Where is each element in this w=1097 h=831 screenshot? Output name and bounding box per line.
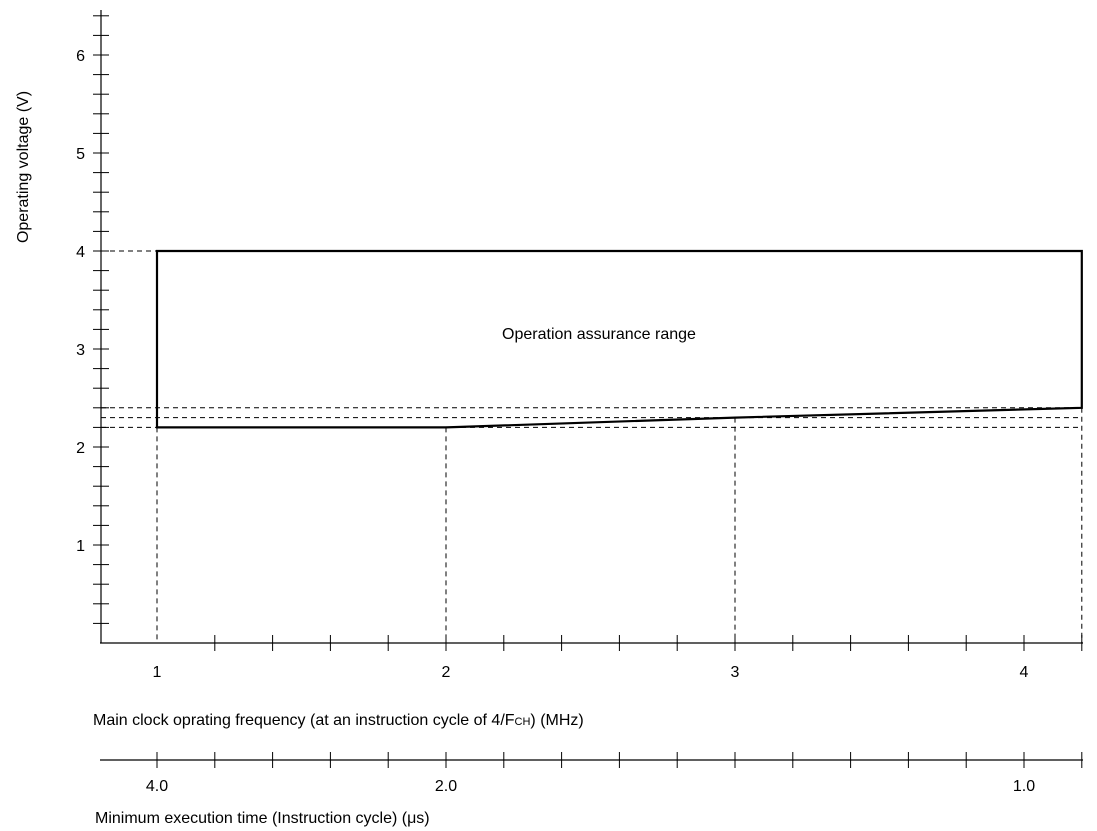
x2-axis: 4.0 2.0 1.0 xyxy=(100,752,1083,795)
y-axis: 1 2 3 4 5 6 xyxy=(76,10,109,643)
operation-assurance-region xyxy=(155,249,1083,429)
x-tick-label: 3 xyxy=(731,664,740,681)
x2-tick-label: 2.0 xyxy=(435,778,457,795)
x-axis-label-suffix: ) (MHz) xyxy=(530,712,583,729)
x-tick-label: 4 xyxy=(1020,664,1029,681)
y-tick-label: 1 xyxy=(76,538,85,555)
y-axis-label: Operating voltage (V) xyxy=(15,91,32,243)
x2-tick-label: 4.0 xyxy=(146,778,168,795)
x-tick-label: 1 xyxy=(153,664,162,681)
x-axis-label-prefix: Main clock oprating frequency (at an ins… xyxy=(93,712,515,729)
y-tick-label: 3 xyxy=(76,342,85,359)
y-tick-label: 4 xyxy=(76,244,85,261)
x-tick-label: 2 xyxy=(442,664,451,681)
x2-tick-label: 1.0 xyxy=(1013,778,1035,795)
y-tick-label: 6 xyxy=(76,48,85,65)
y-tick-label: 5 xyxy=(76,146,85,163)
x-axis-label: Main clock oprating frequency (at an ins… xyxy=(93,712,584,729)
guide-lines xyxy=(101,250,1083,643)
region-label: Operation assurance range xyxy=(502,326,696,343)
x2-axis-label: Minimum execution time (Instruction cycl… xyxy=(95,810,430,827)
x-axis-label-subscript: CH xyxy=(515,716,531,728)
y-tick-label: 2 xyxy=(76,440,85,457)
x-axis: 1 2 3 4 xyxy=(100,635,1083,681)
